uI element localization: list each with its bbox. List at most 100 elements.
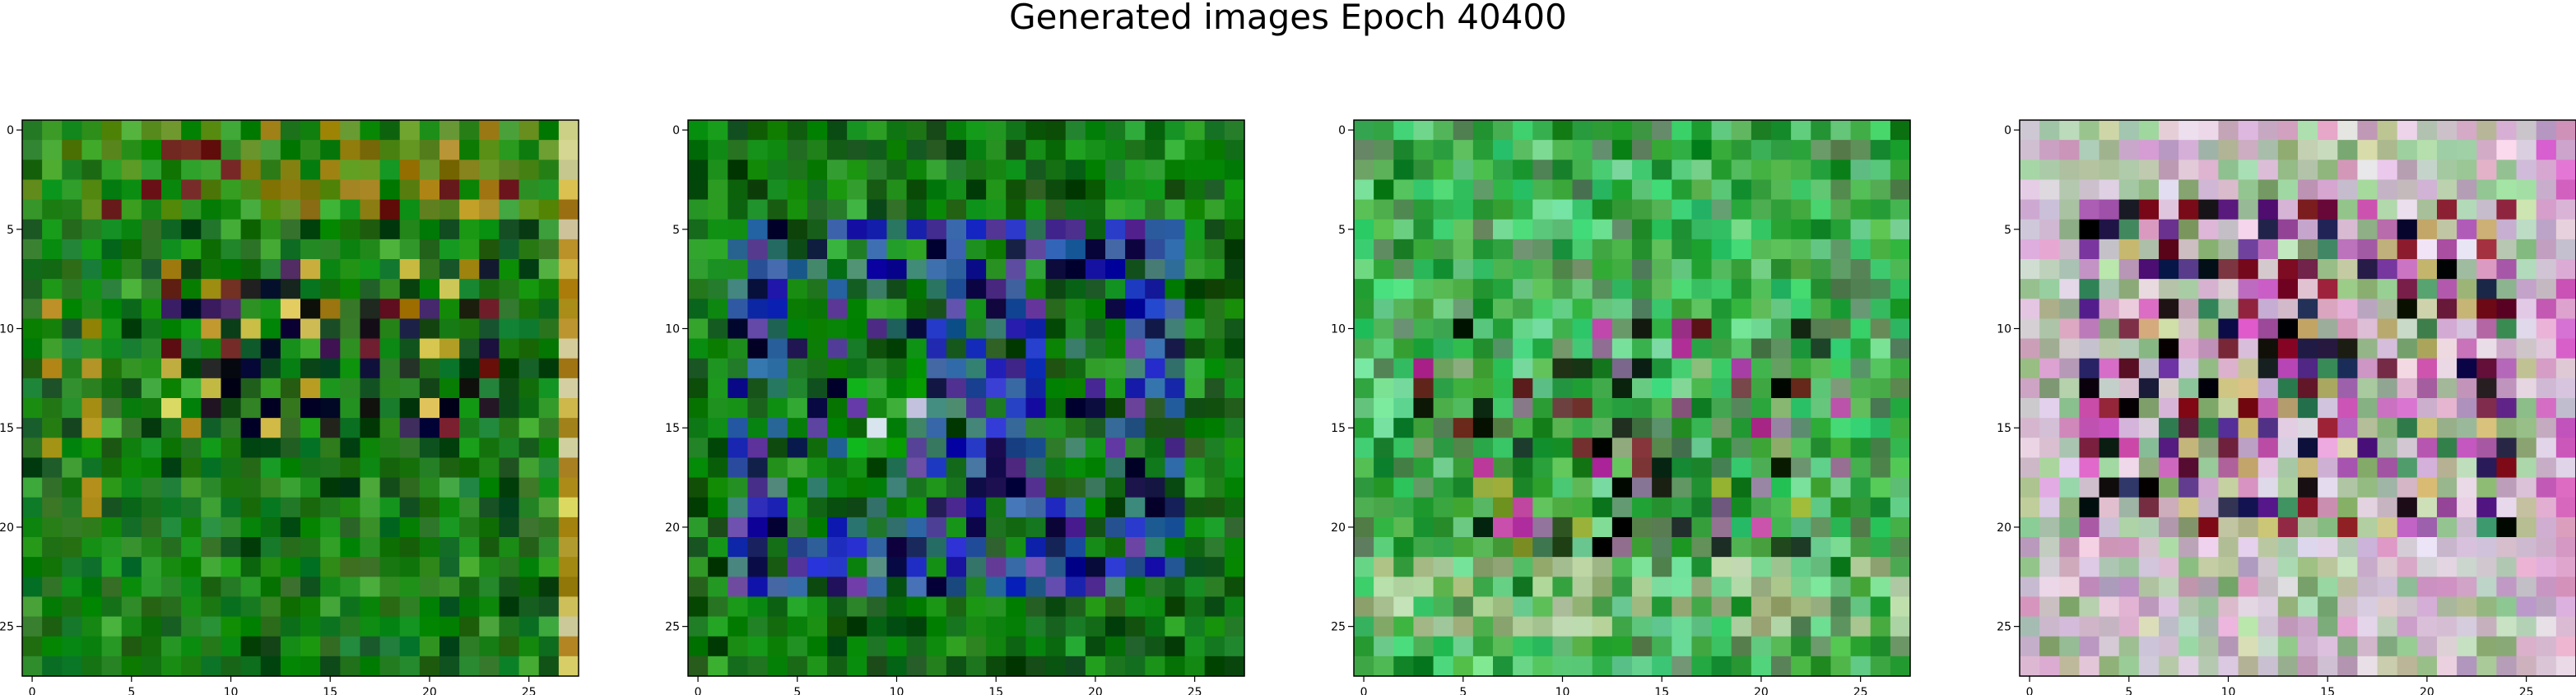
pixel-cell — [946, 577, 967, 598]
pixel-cell — [2118, 199, 2140, 220]
pixel-cell — [121, 318, 142, 340]
pixel-cell — [161, 497, 182, 518]
pixel-cell — [728, 140, 749, 160]
pixel-cell — [2555, 219, 2576, 240]
pixel-cell — [2238, 299, 2259, 320]
pixel-cell — [1165, 299, 1186, 320]
pixel-cell — [2277, 338, 2299, 359]
pixel-cell — [1672, 537, 1693, 558]
pixel-cell — [1125, 477, 1146, 498]
pixel-cell — [1572, 537, 1593, 558]
pixel-cell — [221, 438, 242, 459]
pixel-cell — [81, 179, 103, 201]
pixel-cell — [340, 318, 361, 340]
pixel-cell — [886, 537, 908, 558]
pixel-cell — [2555, 557, 2576, 577]
pixel-cell — [1453, 338, 1474, 359]
pixel-cell — [1006, 616, 1027, 637]
pixel-cell — [2099, 438, 2120, 459]
pixel-cell — [2298, 299, 2318, 320]
pixel-cell — [1552, 199, 1574, 220]
pixel-cell — [966, 636, 987, 657]
pixel-cell — [221, 398, 242, 419]
pixel-cell — [221, 318, 242, 340]
pixel-cell — [966, 517, 987, 538]
pixel-cell — [1870, 497, 1891, 518]
pixel-cell — [499, 219, 520, 240]
pixel-cell — [2457, 358, 2477, 379]
pixel-cell — [1224, 636, 1245, 657]
pixel-cell — [62, 199, 83, 220]
pixel-cell — [81, 438, 103, 459]
pixel-cell — [2397, 179, 2418, 201]
pixel-cell — [1065, 140, 1086, 160]
pixel-cell — [1711, 378, 1732, 399]
pixel-cell — [2377, 457, 2398, 479]
pixel-cell — [1791, 438, 1811, 459]
pixel-cell — [2437, 457, 2457, 479]
pixel-cell — [1165, 179, 1186, 201]
pixel-cell — [2496, 140, 2518, 160]
pixel-cell — [2377, 199, 2398, 220]
pixel-cell — [1552, 636, 1574, 657]
pixel-cell — [1811, 140, 1832, 160]
pixel-cell — [2257, 160, 2279, 181]
pixel-cell — [1184, 259, 1206, 280]
pixel-cell — [2039, 418, 2060, 438]
pixel-cell — [1632, 418, 1653, 438]
pixel-cell — [2496, 279, 2518, 299]
x-tick-label: 5 — [2125, 686, 2132, 695]
pixel-cell — [1204, 517, 1225, 538]
pixel-cell — [558, 616, 579, 637]
pixel-cell — [2238, 259, 2259, 280]
pixel-cell — [708, 219, 728, 240]
pixel-cell — [1771, 259, 1792, 280]
pixel-cell — [2079, 239, 2100, 260]
pixel-cell — [2437, 577, 2457, 598]
pixel-cell — [1890, 318, 1911, 340]
pixel-cell — [1025, 636, 1047, 657]
pixel-cell — [1085, 636, 1106, 657]
pixel-cell — [1354, 577, 1374, 598]
pixel-cell — [787, 457, 808, 479]
pixel-cell — [1493, 279, 1514, 299]
pixel-cell — [1105, 358, 1126, 379]
pixel-cell — [986, 120, 1007, 141]
pixel-cell — [1165, 418, 1186, 438]
pixel-cell — [1472, 656, 1494, 677]
pixel-cell — [62, 140, 83, 160]
pixel-cell — [688, 497, 709, 518]
pixel-cell — [1006, 318, 1027, 340]
pixel-cell — [1652, 398, 1672, 419]
pixel-cell — [1592, 577, 1613, 598]
pixel-cell — [2536, 120, 2557, 141]
pixel-cell — [867, 299, 888, 320]
pixel-cell — [1125, 239, 1146, 260]
pixel-cell — [181, 358, 202, 379]
pixel-cell — [1065, 219, 1086, 240]
pixel-cell — [1711, 338, 1732, 359]
pixel-cell — [886, 517, 908, 538]
pixel-cell — [558, 160, 579, 181]
pixel-cell — [1224, 358, 1245, 379]
pixel-cell — [2397, 477, 2418, 498]
pixel-cell — [1065, 457, 1086, 479]
pixel-cell — [42, 120, 63, 141]
pixel-cell — [201, 457, 222, 479]
pixel-cell — [2555, 477, 2576, 498]
pixel-cell — [906, 398, 928, 419]
pixel-cell — [518, 596, 540, 618]
pixel-cell — [1105, 259, 1126, 280]
pixel-cell — [280, 219, 301, 240]
pixel-cell — [2099, 398, 2120, 419]
pixel-cell — [1224, 557, 1245, 577]
pixel-cell — [1611, 537, 1633, 558]
pixel-cell — [2079, 299, 2100, 320]
pixel-cell — [2516, 596, 2537, 618]
pixel-cell — [986, 557, 1007, 577]
pixel-cell — [518, 497, 540, 518]
pixel-cell — [2476, 517, 2498, 538]
pixel-cell — [1472, 179, 1494, 201]
pixel-cell — [479, 140, 500, 160]
pixel-cell — [340, 418, 361, 438]
